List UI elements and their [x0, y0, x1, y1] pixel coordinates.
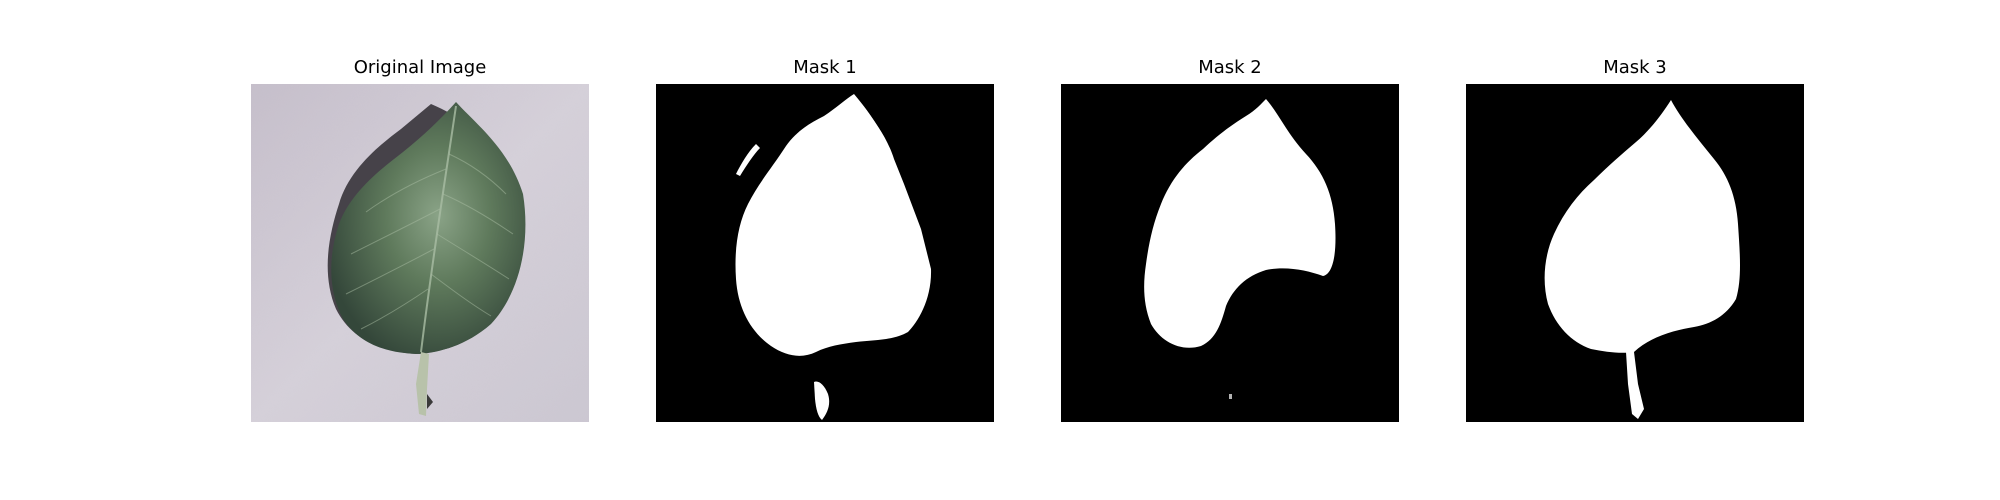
mask-1-panel [656, 84, 994, 422]
leaf-stem [416, 352, 429, 416]
mask-2-panel [1061, 84, 1399, 422]
leaf-photo [251, 84, 589, 422]
mask-2-image [1061, 84, 1399, 422]
mask-3-stem-region [1626, 352, 1644, 419]
mask-1-image [656, 84, 994, 422]
mask-1-leaf-region [735, 94, 932, 356]
mask-3-title: Mask 3 [1603, 57, 1667, 78]
original-image-panel [251, 84, 589, 422]
leaf-body [331, 102, 526, 354]
mask-2-leaf-region [1144, 99, 1336, 348]
mask-3-leaf-region [1544, 100, 1740, 353]
mask-2-title: Mask 2 [1198, 57, 1262, 78]
mask-1-title: Mask 1 [793, 57, 857, 78]
original-image-title: Original Image [353, 57, 487, 78]
mask-3-panel [1466, 84, 1804, 422]
mask-3-image [1466, 84, 1804, 422]
